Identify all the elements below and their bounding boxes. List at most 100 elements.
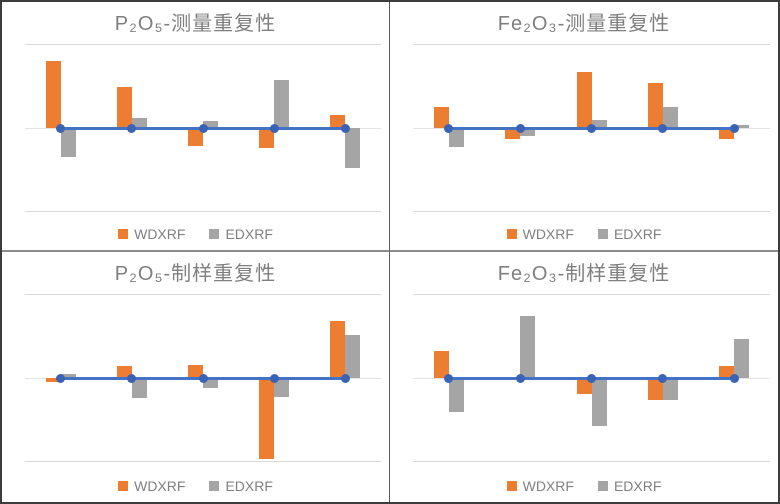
chart-title: P₂O₅-制样重复性 <box>114 263 277 285</box>
bars-layer <box>25 44 381 212</box>
bar-edxrf-4 <box>662 107 678 128</box>
bar-edxrf-1 <box>60 128 76 157</box>
edxrf-swatch-icon <box>209 481 220 491</box>
bar-wdxrf-4 <box>647 82 663 128</box>
legend-label-edxrf: EDXRF <box>613 226 662 242</box>
legend-label-edxrf: EDXRF <box>225 478 273 494</box>
bar-wdxrf-5 <box>719 366 735 378</box>
bars-layer <box>413 294 770 462</box>
legend-label-wdxrf: WDXRF <box>134 478 186 494</box>
gridline-bottom <box>25 461 381 462</box>
legend-item-edxrf: EDXRF <box>597 478 662 494</box>
gridline-bottom <box>413 211 770 212</box>
bar-edxrf-4 <box>274 378 290 398</box>
bar-wdxrf-4 <box>259 378 275 459</box>
gridline-top <box>25 294 381 295</box>
bar-edxrf-4 <box>274 80 290 128</box>
bar-edxrf-1 <box>448 378 464 412</box>
legend-label-edxrf: EDXRF <box>225 226 273 242</box>
bar-edxrf-2 <box>520 315 536 378</box>
legend: WDXRF EDXRF <box>2 226 389 242</box>
bar-edxrf-3 <box>591 378 607 426</box>
chart-panel-p2o5-measurement: P₂O₅-测量重复性 WDXRF EDXRF <box>2 2 390 252</box>
legend-item-wdxrf: WDXRF <box>118 478 185 494</box>
bars-layer <box>25 294 381 462</box>
zero-line-markers <box>25 44 381 212</box>
zero-line-marker <box>127 373 137 383</box>
edxrf-swatch-icon <box>597 481 608 491</box>
zero-line-marker <box>729 373 739 383</box>
wdxrf-swatch-icon <box>118 229 129 239</box>
chart-title: P₂O₅-测量重复性 <box>114 13 277 35</box>
chart-title: Fe₂O₃-测量重复性 <box>497 13 671 35</box>
bar-wdxrf-5 <box>719 128 735 139</box>
bar-wdxrf-1 <box>45 60 61 128</box>
edxrf-swatch-icon <box>209 229 220 239</box>
legend: WDXRF EDXRF <box>390 478 778 494</box>
zero-line-marker <box>198 373 208 383</box>
legend: WDXRF EDXRF <box>390 226 778 242</box>
bar-wdxrf-3 <box>188 128 203 146</box>
wdxrf-swatch-icon <box>506 229 517 239</box>
legend-item-edxrf: EDXRF <box>597 226 662 242</box>
legend-item-edxrf: EDXRF <box>209 226 273 242</box>
gridline-top <box>413 294 770 295</box>
legend-label-wdxrf: WDXRF <box>522 226 574 242</box>
bar-wdxrf-1 <box>433 351 449 378</box>
zero-line-marker <box>515 123 525 133</box>
bar-wdxrf-3 <box>576 71 592 128</box>
zero-line-marker <box>587 123 596 133</box>
legend-item-wdxrf: WDXRF <box>118 226 185 242</box>
chart-panel-p2o5-sample-prep: P₂O₅-制样重复性 WDXRF EDXRF <box>2 252 390 502</box>
legend-label-wdxrf: WDXRF <box>522 478 574 494</box>
zero-line-marker <box>658 373 668 383</box>
wdxrf-swatch-icon <box>118 481 129 491</box>
zero-line-marker <box>515 373 525 383</box>
legend-item-wdxrf: WDXRF <box>506 478 574 494</box>
bar-edxrf-3 <box>203 121 218 128</box>
bar-wdxrf-2 <box>116 366 132 378</box>
gridline-top <box>413 44 770 45</box>
bar-edxrf-5 <box>734 339 750 378</box>
zero-line-marker <box>444 373 454 383</box>
zero-line-marker <box>658 123 668 133</box>
bar-wdxrf-2 <box>116 86 132 128</box>
bar-edxrf-5 <box>345 128 361 169</box>
chart-panel-fe2o3-sample-prep: Fe₂O₃-制样重复性 WDXRF EDXRF <box>390 252 778 502</box>
zero-line-marker <box>56 123 66 133</box>
plot-area <box>25 44 381 212</box>
legend-item-wdxrf: WDXRF <box>506 226 574 242</box>
zero-line-markers <box>25 294 381 462</box>
plot-area <box>25 294 381 462</box>
bars-layer <box>413 44 770 212</box>
legend: WDXRF EDXRF <box>2 478 389 494</box>
legend-label-wdxrf: WDXRF <box>134 226 186 242</box>
chart-panel-fe2o3-measurement: Fe₂O₃-测量重复性 WDXRF EDXRF <box>390 2 778 252</box>
bar-edxrf-5 <box>734 124 750 128</box>
zero-line-marker <box>269 123 279 133</box>
zero-line-marker <box>340 123 350 133</box>
edxrf-swatch-icon <box>597 229 608 239</box>
bar-wdxrf-2 <box>505 128 521 139</box>
zero-line-markers <box>413 44 770 212</box>
zero-line-marker <box>269 373 279 383</box>
zero-line-marker <box>729 123 739 133</box>
bar-wdxrf-1 <box>45 378 61 383</box>
zero-line-markers <box>413 294 770 462</box>
bar-wdxrf-5 <box>330 320 346 378</box>
zero-line-marker <box>56 373 66 383</box>
chart-title: Fe₂O₃-制样重复性 <box>497 263 671 285</box>
zero-line-marker <box>444 123 454 133</box>
bar-edxrf-1 <box>60 373 76 378</box>
gridline-bottom <box>25 211 381 212</box>
gridline-top <box>25 44 381 45</box>
zero-line-marker <box>127 123 137 133</box>
zero-line-marker <box>198 123 208 133</box>
bar-edxrf-5 <box>345 335 361 378</box>
bar-edxrf-1 <box>448 128 464 148</box>
zero-line-marker <box>340 373 350 383</box>
legend-label-edxrf: EDXRF <box>613 478 662 494</box>
bar-wdxrf-4 <box>647 378 663 400</box>
bar-edxrf-3 <box>203 378 218 389</box>
